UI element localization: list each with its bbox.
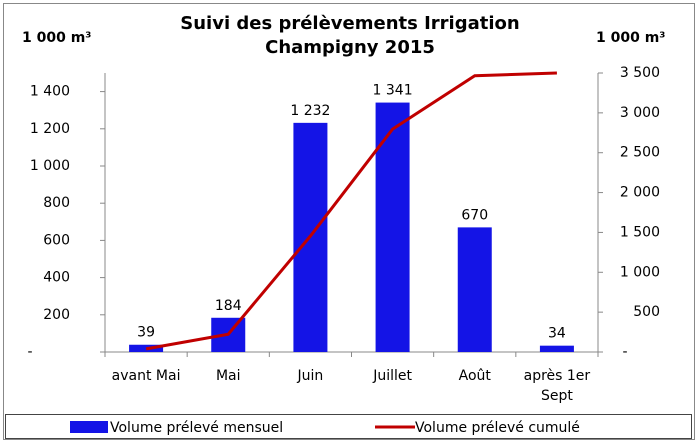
y-axis-title: 1 000 m³	[22, 30, 92, 46]
x-tick-label: après 1er Sept	[523, 368, 591, 404]
legend-label: Volume prélevé mensuel	[110, 420, 283, 436]
y2-tick-label: 500	[633, 304, 660, 320]
y2-tick-label: -	[622, 344, 627, 360]
y-tick-label: 200	[43, 307, 70, 323]
y-tick-label: 400	[43, 270, 70, 286]
y2-axis-title: 1 000 m³	[596, 30, 666, 46]
y-tick-label: 800	[43, 195, 70, 211]
bar	[539, 345, 574, 352]
chart-border	[3, 3, 695, 440]
x-tick-label: Mai	[215, 368, 241, 384]
y-tick-label: 1 200	[30, 121, 70, 137]
bar	[375, 102, 410, 352]
y2-tick-label: 3 500	[620, 65, 660, 81]
bar	[457, 227, 492, 352]
legend-swatch	[70, 421, 108, 433]
y-tick-label: 1 400	[30, 84, 70, 100]
x-tick-label: Juillet	[373, 368, 412, 384]
x-tick-label: Août	[458, 368, 491, 384]
data-label: 1 232	[290, 103, 330, 119]
y2-tick-label: 2 500	[620, 145, 660, 161]
chart-title: Suivi des prélèvements Irrigation Champi…	[180, 13, 520, 58]
y2-tick-label: 3 000	[620, 105, 660, 121]
data-label: 1 341	[373, 83, 413, 99]
y-tick-label: 1 000	[30, 158, 70, 174]
data-label: 34	[548, 326, 566, 342]
x-tick-label: avant Mai	[111, 368, 181, 384]
x-tick-label: Juin	[297, 368, 324, 384]
legend-box	[5, 414, 692, 439]
y2-tick-label: 1 000	[620, 264, 660, 280]
data-label: 39	[137, 325, 155, 341]
legend-label: Volume prélevé cumulé	[415, 420, 580, 436]
y-tick-label: 600	[43, 232, 70, 248]
y2-tick-label: 1 500	[620, 224, 660, 240]
y-tick-label: -	[27, 344, 32, 360]
line	[145, 71, 557, 351]
data-label: 670	[461, 207, 488, 223]
y2-tick-label: 2 000	[620, 185, 660, 201]
data-label: 184	[215, 298, 242, 314]
